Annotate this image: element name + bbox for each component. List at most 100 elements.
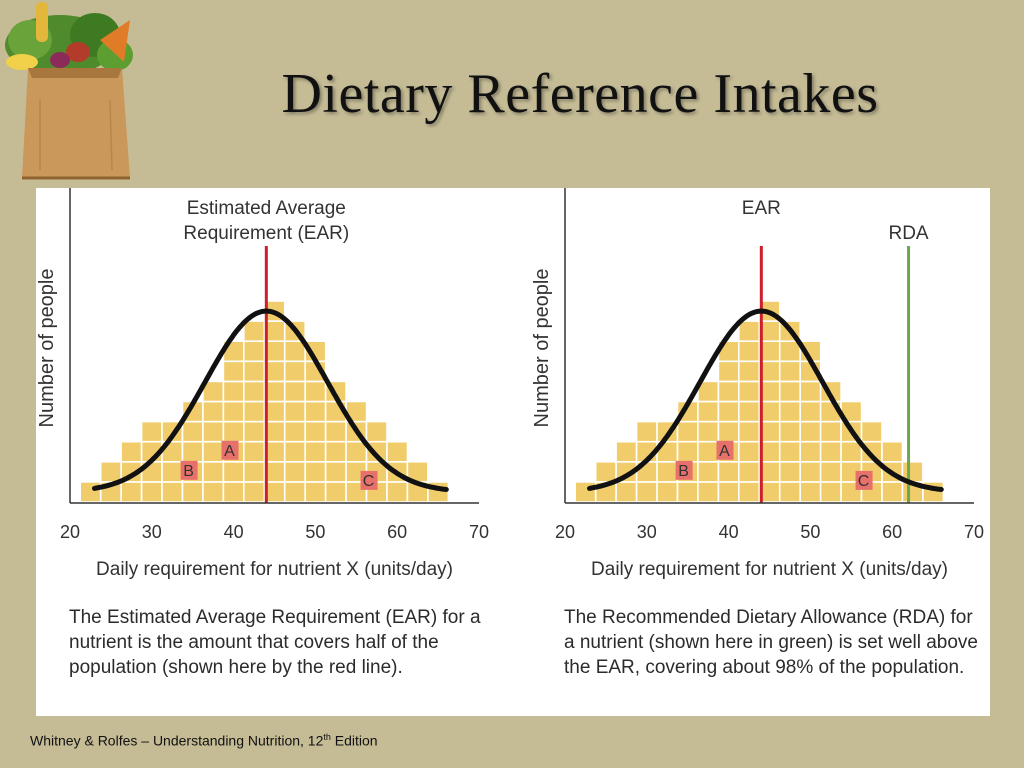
bar-cell — [819, 481, 842, 503]
bar-cell — [79, 481, 102, 503]
bar-cell — [202, 460, 225, 483]
bar-cell — [243, 400, 266, 423]
bar-cell — [304, 400, 327, 423]
bar-cell — [656, 481, 679, 503]
bar-cell — [243, 460, 266, 483]
bar-cell — [222, 420, 245, 443]
bar-cell — [717, 481, 740, 503]
bar-cell — [304, 420, 327, 443]
bar-cell — [243, 340, 266, 363]
region-box-a — [221, 440, 239, 460]
citation-footer: Whitney & Rolfes – Understanding Nutriti… — [30, 732, 378, 749]
bar-cell — [737, 400, 761, 423]
bar-cell — [697, 440, 720, 463]
bar-cell — [778, 481, 802, 503]
x-tick-label: 40 — [224, 522, 244, 542]
x-axis-label: Daily requirement for nutrient X (units/… — [591, 559, 948, 580]
y-axis-label: Number of people — [531, 269, 553, 428]
region-label-c: C — [363, 473, 375, 490]
bar-cell — [819, 460, 842, 483]
region-label-b: B — [678, 463, 689, 480]
x-tick-label: 50 — [305, 522, 325, 542]
bar-cell — [324, 481, 347, 503]
x-tick-label: 30 — [637, 522, 657, 542]
bar-cell — [615, 440, 638, 463]
bar-cell — [737, 460, 761, 483]
bar-cell — [243, 440, 266, 463]
x-tick-label: 30 — [142, 522, 162, 542]
figure-panel: A B C 20 30 40 50 60 70 Daily requirement for nut… — [36, 188, 990, 716]
bar-cell — [717, 380, 740, 403]
bar-cell — [697, 420, 720, 443]
bar-cell — [635, 481, 658, 503]
bar-cell — [324, 440, 347, 463]
bar-cell — [304, 481, 327, 503]
bar-cell — [881, 440, 904, 463]
bar-cell — [283, 420, 306, 443]
region-box-c — [855, 470, 873, 490]
bar-cell — [202, 481, 225, 503]
x-tick-label: 60 — [387, 522, 407, 542]
bar-cell — [243, 481, 266, 503]
grocery-bag-icon — [5, 2, 133, 180]
bar-cell — [737, 340, 761, 363]
bar-cell — [676, 481, 699, 503]
footer-text: Whitney & Rolfes – Understanding Nutriti… — [30, 732, 324, 749]
bar-cell — [222, 481, 245, 503]
bar-cell — [243, 420, 266, 443]
region-label-c: C — [858, 473, 870, 490]
bar-cell — [161, 460, 184, 483]
region-label-b: B — [183, 463, 194, 480]
bar-cell — [717, 420, 740, 443]
bar-cell — [161, 481, 184, 503]
bar-cell — [717, 460, 740, 483]
x-tick-label: 40 — [719, 522, 739, 542]
bar-cell — [778, 340, 802, 363]
region-label-a: A — [224, 443, 235, 460]
bar-cell — [283, 360, 306, 383]
bar-cell — [120, 481, 143, 503]
bar-cell — [222, 400, 245, 423]
bar-cell — [386, 481, 409, 503]
bar-cell — [737, 320, 761, 343]
bar-cell — [120, 440, 143, 463]
y-axis-label: Number of people — [36, 269, 58, 428]
bar-cell — [283, 400, 306, 423]
bar-cell — [737, 420, 761, 443]
chart-rda: A B C 20 30 40 50 60 70 Daily requirement for nut… — [531, 188, 984, 580]
bar-cell — [304, 460, 327, 483]
bar-cell — [304, 440, 327, 463]
bar-cell — [799, 460, 822, 483]
bar-cell — [737, 360, 761, 383]
bar-cell — [304, 380, 327, 403]
bar-cell — [799, 380, 822, 403]
bar-cell — [676, 420, 699, 443]
bar-cell — [365, 420, 388, 443]
bar-cell — [243, 360, 266, 383]
bar-cell — [717, 400, 740, 423]
bar-cell — [574, 481, 597, 503]
bar-cell — [386, 440, 409, 463]
region-box-a — [716, 440, 734, 460]
bar-cell — [181, 420, 204, 443]
x-tick-label: 50 — [800, 522, 820, 542]
bar-cell — [881, 481, 904, 503]
distribution-curve — [92, 308, 449, 492]
bar-cell — [778, 460, 802, 483]
bar-cell — [283, 440, 306, 463]
chart-ear: A B C 20 30 40 50 60 70 Daily requirement for nut… — [36, 188, 489, 580]
x-tick-label: 20 — [60, 522, 80, 542]
bar-cell — [615, 481, 638, 503]
bar-cell — [697, 481, 720, 503]
bar-cell — [737, 380, 761, 403]
bar-cell — [676, 440, 699, 463]
bar-cell — [324, 420, 347, 443]
bar-cell — [717, 360, 740, 383]
bar-cell — [819, 440, 842, 463]
slide-title: Dietary Reference Intakes — [281, 63, 879, 125]
rda-label: RDA — [888, 223, 928, 244]
footer-superscript: th — [323, 732, 331, 742]
bar-cell — [840, 440, 863, 463]
bar-cell — [635, 420, 658, 443]
bar-cell — [799, 400, 822, 423]
